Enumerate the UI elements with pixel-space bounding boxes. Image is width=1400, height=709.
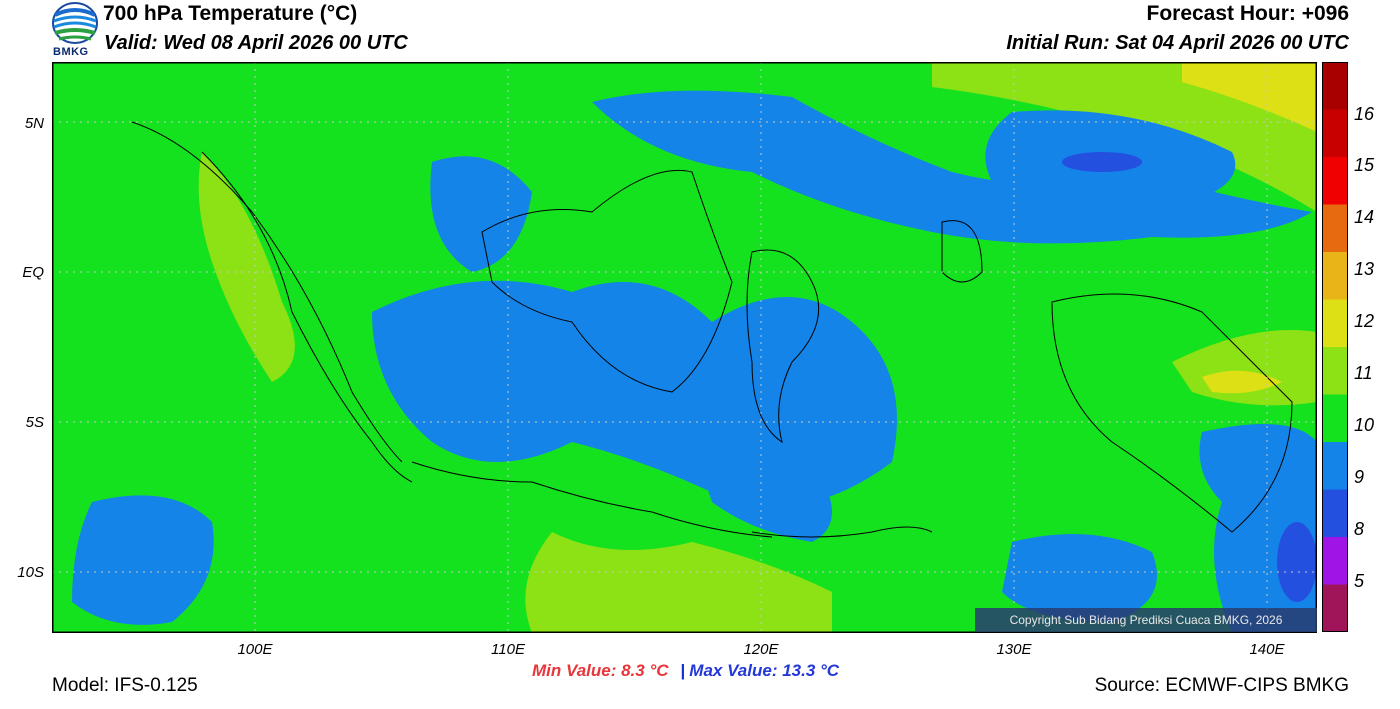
colorbar-swatch <box>1322 584 1348 633</box>
colorbar-swatch <box>1322 394 1348 443</box>
colorbar-label-5: 5 <box>1354 571 1365 591</box>
colorbar-swatch <box>1322 157 1348 205</box>
colorbar-swatch <box>1322 442 1348 490</box>
chart-title: 700 hPa Temperature (°C) <box>103 2 358 25</box>
min-max-separator: | <box>680 661 686 680</box>
lon-label-120e: 120E <box>743 641 779 658</box>
colorbar-swatch <box>1322 347 1348 395</box>
lat-label-10s: 10S <box>17 564 44 581</box>
colorbar-swatch <box>1322 537 1348 585</box>
colorbar-label-9: 9 <box>1354 467 1365 487</box>
colorbar-swatches <box>1322 62 1348 633</box>
cool-area-arafura <box>1002 534 1157 622</box>
lon-label-110e: 110E <box>491 641 525 658</box>
colorbar-label-14: 14 <box>1354 207 1375 227</box>
cold-core-se <box>1277 522 1317 602</box>
lat-label-eq: EQ <box>22 264 44 281</box>
lat-label-5n: 5N <box>24 115 44 132</box>
colorbar-swatch <box>1322 252 1348 300</box>
forecast-hour: Forecast Hour: +096 <box>1146 2 1350 25</box>
colorbar-label-8: 8 <box>1354 519 1365 539</box>
min-max-values: Min Value: 8.3 °C | Max Value: 13.3 °C <box>532 661 839 681</box>
warm-area-png <box>1172 330 1317 406</box>
logo-text: BMKG <box>53 46 89 58</box>
temperature-map: Copyright Sub Bidang Prediksi Cuaca BMKG… <box>51 61 1318 634</box>
colorbar-label-13: 13 <box>1354 259 1375 279</box>
cool-area-sumatra-n <box>430 156 532 272</box>
colorbar-frame <box>1322 62 1348 632</box>
cold-core-pacific <box>1062 152 1142 172</box>
max-value: Max Value: 13.3 °C <box>689 661 840 680</box>
graticule <box>52 62 1317 633</box>
model-label: Model: IFS-0.125 <box>52 675 198 696</box>
min-value: Min Value: 8.3 °C <box>532 661 669 680</box>
colorbar-swatch <box>1322 204 1348 253</box>
hot-area-png <box>1202 370 1282 394</box>
colorbar <box>1322 62 1348 633</box>
warm-area-ne <box>932 62 1317 212</box>
colorbar-swatch <box>1322 109 1348 158</box>
colorbar-swatch <box>1322 489 1348 538</box>
temperature-field <box>51 61 1318 634</box>
warm-area-sumatra <box>198 152 295 382</box>
bmkg-logo-icon <box>52 2 98 44</box>
colorbar-label-10: 10 <box>1354 415 1375 435</box>
coastlines <box>131 121 1293 538</box>
colorbar-label-15: 15 <box>1354 155 1375 175</box>
bmkg-logo: BMKG <box>51 1 101 61</box>
initial-run: Initial Run: Sat 04 April 2026 00 UTC <box>1006 32 1349 54</box>
valid-time: Valid: Wed 08 April 2026 00 UTC <box>104 32 408 54</box>
cool-area-banda <box>692 435 832 542</box>
colorbar-label-11: 11 <box>1354 363 1373 383</box>
colorbar-swatch <box>1322 62 1348 110</box>
hot-area-ne <box>1182 62 1317 132</box>
lon-label-140e: 140E <box>1249 641 1285 658</box>
lat-label-5s: 5S <box>25 414 44 431</box>
lon-label-100e: 100E <box>237 641 273 658</box>
source-label: Source: ECMWF-CIPS BMKG <box>1094 675 1349 696</box>
cool-area-sw <box>72 495 214 625</box>
colorbar-label-16: 16 <box>1354 104 1375 124</box>
warm-area-south <box>525 532 832 633</box>
colorbar-swatch <box>1322 299 1348 348</box>
colorbar-label-12: 12 <box>1354 311 1375 331</box>
copyright-notice: Copyright Sub Bidang Prediksi Cuaca BMKG… <box>975 608 1317 632</box>
map-frame <box>51 61 1318 634</box>
lon-label-130e: 130E <box>996 641 1032 658</box>
